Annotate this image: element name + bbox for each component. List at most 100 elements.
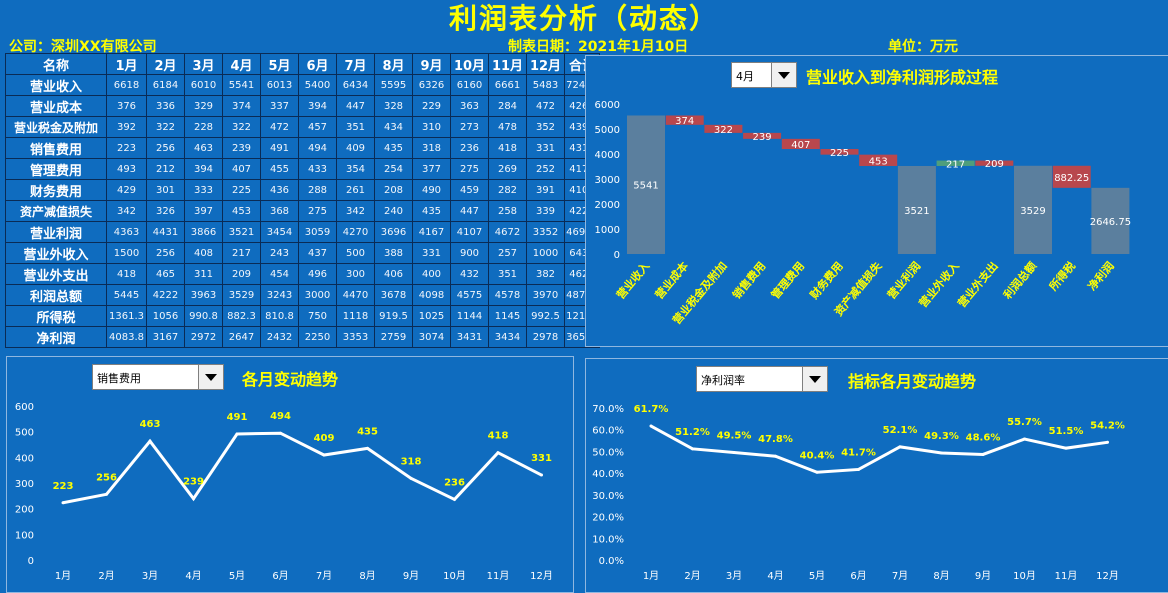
data-label: 418	[488, 431, 509, 442]
table-cell: 2978	[526, 326, 565, 348]
indicator-panel: 净利润率 指标各月变动趋势 0.0% 10.0% 20.0% 30.0% 40.0% 50…	[585, 358, 1168, 593]
table-cell: 342	[106, 200, 147, 222]
data-label: 54.2%	[1090, 420, 1125, 431]
table-cell: 4222	[146, 284, 185, 306]
y-tick-label: 10.0%	[592, 534, 624, 545]
table-cell: 2759	[374, 326, 413, 348]
x-tick-label: 营业外支出	[955, 259, 1001, 310]
row-label: 营业利润	[5, 221, 107, 243]
dropdown-button[interactable]	[802, 367, 827, 391]
table-cell: 5445	[106, 284, 147, 306]
table-cell: 493	[106, 158, 147, 180]
y-tick-label: 300	[15, 479, 34, 490]
month-dropdown-value: 4月	[736, 70, 754, 83]
data-label: 331	[531, 453, 552, 464]
data-label: 225	[830, 148, 849, 159]
table-cell: 2647	[222, 326, 261, 348]
data-label: 223	[53, 481, 74, 492]
x-tick-label: 2月	[98, 570, 114, 582]
table-cell: 5541	[222, 74, 261, 96]
x-tick-label: 10月	[1013, 570, 1036, 582]
table-cell: 331	[412, 242, 451, 264]
x-tick-label: 营业利润	[884, 259, 923, 302]
table-cell: 429	[106, 179, 147, 201]
data-label: 374	[675, 116, 694, 127]
month-dropdown[interactable]: 4月	[731, 62, 797, 88]
column-header: 1月	[106, 53, 147, 75]
y-tick-label: 30.0%	[592, 491, 624, 502]
table-cell: 301	[146, 179, 185, 201]
waterfall-chart: 0 1000 2000 3000 4000 5000 6000 5541 营业收入 374 营业成本…	[595, 100, 1132, 327]
dropdown-button[interactable]	[771, 63, 796, 87]
table-cell: 394	[298, 95, 337, 117]
table-cell: 3521	[222, 221, 261, 243]
table-cell: 2432	[260, 326, 299, 348]
x-tick-label: 8月	[359, 570, 375, 582]
waterfall-panel: 4月 营业收入到净利润形成过程 0 1000 2000 3000 4000 5000 600…	[585, 55, 1168, 347]
table-cell: 269	[488, 158, 527, 180]
table-cell: 284	[488, 95, 527, 117]
waterfall-bar	[897, 165, 936, 254]
x-tick-label: 11月	[487, 570, 510, 582]
table-cell: 318	[412, 137, 451, 159]
data-point	[453, 497, 456, 501]
x-tick-label: 4月	[767, 570, 783, 582]
table-cell: 1144	[450, 305, 489, 327]
row-label: 营业税金及附加	[5, 116, 107, 138]
dropdown-button[interactable]	[198, 365, 223, 389]
column-header: 5月	[260, 53, 299, 75]
indicator-dropdown[interactable]: 净利润率	[696, 366, 828, 392]
y-tick-label: 100	[15, 530, 34, 541]
table-cell: 435	[412, 200, 451, 222]
table-cell: 408	[184, 242, 223, 264]
table-cell: 1361.3	[106, 305, 147, 327]
data-label: 3529	[1020, 206, 1045, 217]
table-cell: 1056	[146, 305, 185, 327]
table-cell: 394	[184, 158, 223, 180]
table-row: 利润总额 5445 4222 3963 3529 3243 3000 4470 3678 4098…	[5, 284, 600, 306]
row-label: 所得税	[5, 305, 107, 327]
table-cell: 209	[222, 263, 261, 285]
y-tick-label: 60.0%	[592, 426, 624, 437]
table-cell: 6661	[488, 74, 527, 96]
x-tick-label: 2月	[684, 570, 700, 582]
table-cell: 1500	[106, 242, 147, 264]
table-cell: 472	[526, 95, 565, 117]
table-cell: 400	[412, 263, 451, 285]
table-cell: 388	[374, 242, 413, 264]
table-cell: 258	[488, 200, 527, 222]
table-cell: 229	[412, 95, 451, 117]
table-cell: 919.5	[374, 305, 413, 327]
waterfall-bar	[1091, 187, 1130, 254]
table-cell: 4470	[336, 284, 375, 306]
data-label: 236	[444, 477, 465, 488]
x-tick-label: 3月	[726, 570, 742, 582]
table-cell: 223	[106, 137, 147, 159]
table-cell: 3243	[260, 284, 299, 306]
y-tick-label: 6000	[595, 100, 620, 111]
column-header: 7月	[336, 53, 375, 75]
data-point	[235, 432, 239, 436]
table-cell: 3167	[146, 326, 185, 348]
data-point	[105, 492, 108, 496]
table-cell: 436	[260, 179, 299, 201]
data-label: 2646.75	[1090, 217, 1131, 228]
table-cell: 4098	[412, 284, 451, 306]
waterfall-bar	[665, 115, 704, 125]
report-date-label: 制表日期：2021年1月10日	[508, 39, 689, 55]
table-cell: 329	[184, 95, 223, 117]
table-cell: 3963	[184, 284, 223, 306]
table-cell: 494	[298, 137, 337, 159]
table-cell: 333	[184, 179, 223, 201]
y-tick-label: 0	[28, 556, 34, 567]
table-cell: 459	[450, 179, 489, 201]
table-cell: 447	[450, 200, 489, 222]
y-tick-label: 0.0%	[599, 556, 624, 567]
table-cell: 6434	[336, 74, 375, 96]
data-label: 55.7%	[1007, 417, 1042, 428]
metric-dropdown-value: 销售费用	[97, 372, 141, 385]
data-point	[898, 445, 902, 449]
table-cell: 275	[298, 200, 337, 222]
waterfall-bar	[1052, 165, 1091, 188]
metric-dropdown[interactable]: 销售费用	[92, 364, 224, 390]
